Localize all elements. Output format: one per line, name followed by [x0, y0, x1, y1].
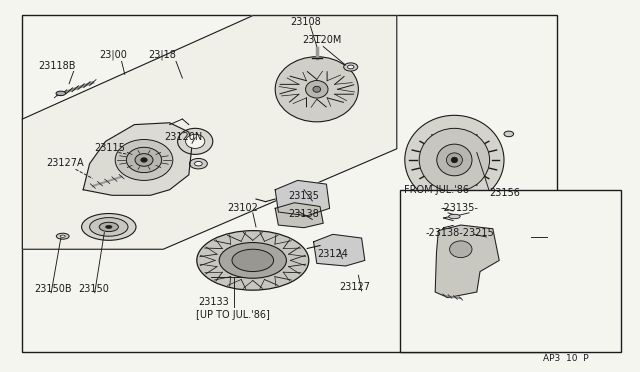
Ellipse shape — [82, 214, 136, 240]
Text: 23127A: 23127A — [46, 158, 84, 168]
Ellipse shape — [436, 144, 472, 176]
Ellipse shape — [127, 147, 161, 173]
Polygon shape — [275, 180, 330, 216]
Polygon shape — [314, 234, 365, 266]
Text: 23120N: 23120N — [164, 132, 203, 142]
Text: 23|18: 23|18 — [148, 50, 177, 60]
Text: -23135-: -23135- — [440, 203, 478, 213]
Ellipse shape — [189, 158, 207, 169]
Ellipse shape — [232, 249, 274, 272]
Ellipse shape — [447, 153, 463, 167]
Text: 23135: 23135 — [288, 191, 319, 201]
Text: 23118B: 23118B — [38, 61, 76, 71]
Ellipse shape — [404, 115, 504, 205]
Bar — [22, 15, 557, 352]
Ellipse shape — [99, 222, 118, 231]
Text: 23124: 23124 — [317, 249, 348, 259]
Ellipse shape — [313, 86, 321, 92]
Ellipse shape — [141, 158, 147, 162]
Text: [UP TO JUL.'86]: [UP TO JUL.'86] — [196, 310, 269, 320]
Text: 23156: 23156 — [490, 188, 520, 198]
Ellipse shape — [60, 235, 65, 237]
Text: 23120M: 23120M — [302, 35, 342, 45]
Ellipse shape — [56, 91, 65, 96]
Ellipse shape — [115, 140, 173, 180]
Polygon shape — [83, 123, 192, 195]
Ellipse shape — [344, 63, 358, 71]
Text: -23138-23215: -23138-23215 — [426, 228, 494, 238]
Polygon shape — [435, 225, 499, 298]
Ellipse shape — [348, 65, 354, 69]
Polygon shape — [275, 203, 323, 228]
Text: 23127: 23127 — [339, 282, 370, 292]
Ellipse shape — [186, 134, 205, 148]
Ellipse shape — [419, 128, 490, 192]
Ellipse shape — [197, 231, 309, 290]
Ellipse shape — [219, 243, 287, 278]
Ellipse shape — [195, 161, 202, 166]
Ellipse shape — [451, 157, 458, 163]
Text: 23138: 23138 — [288, 209, 319, 219]
Ellipse shape — [449, 214, 460, 219]
Ellipse shape — [106, 225, 112, 228]
Ellipse shape — [504, 131, 514, 137]
Text: 23150: 23150 — [78, 284, 109, 294]
Text: 23108: 23108 — [290, 17, 321, 27]
Text: 23115: 23115 — [95, 142, 125, 153]
Ellipse shape — [135, 154, 153, 166]
Bar — [400, 190, 621, 352]
Ellipse shape — [178, 128, 212, 154]
Polygon shape — [22, 16, 397, 249]
Text: 23102: 23102 — [227, 203, 258, 213]
Text: 23|00: 23|00 — [99, 50, 127, 60]
Ellipse shape — [449, 241, 472, 257]
Text: FROM JUL.'86: FROM JUL.'86 — [404, 185, 470, 195]
Ellipse shape — [56, 233, 69, 239]
Ellipse shape — [90, 218, 128, 236]
Text: 23150B: 23150B — [34, 284, 72, 294]
Ellipse shape — [306, 80, 328, 98]
Ellipse shape — [275, 57, 358, 122]
Text: 23133: 23133 — [198, 297, 229, 307]
Text: AP3  10  P: AP3 10 P — [543, 354, 589, 363]
